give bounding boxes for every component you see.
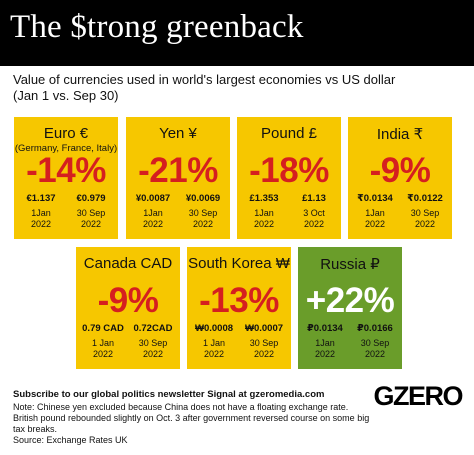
card-title: Canada CAD xyxy=(83,255,173,272)
card-end-date-day: 30 Sep xyxy=(249,338,279,348)
card-end-value: 0.72CAD xyxy=(133,323,173,334)
card-end-date-year: 2022 xyxy=(80,219,102,229)
card-change-percent: -18% xyxy=(249,151,329,190)
card-start-date: 1Jan 2022 xyxy=(127,208,179,230)
currency-card: India ₹ -9% ₹0.0134 ₹0.0122 1Jan 2022 30 Sep 20… xyxy=(348,117,452,239)
card-start-value: ₹0.0134 xyxy=(357,193,393,204)
subtitle-line-1: Value of currencies used in world's larg… xyxy=(13,72,396,87)
card-start-date-day: 1Jan xyxy=(254,208,274,218)
subtitle: Value of currencies used in world's larg… xyxy=(13,72,453,104)
page-title: The $trong greenback xyxy=(10,9,304,45)
card-end-date-year: 2022 xyxy=(414,219,436,229)
currency-card: Pound £ -18% £1.353 £1.13 1Jan 2022 3 Oct 2022 xyxy=(237,117,341,239)
note-china: Note: Chinese yen excluded because China… xyxy=(13,402,349,412)
card-change-percent: -13% xyxy=(199,281,279,320)
card-end-value: €0.979 xyxy=(76,193,106,204)
card-title: South Korea ₩ xyxy=(188,255,290,272)
gzero-logo: GZERO xyxy=(373,381,463,411)
currency-card: Yen ¥ -21% ¥0.0087 ¥0.0069 1Jan 2022 30 Sep 202… xyxy=(126,117,230,239)
card-end-date: 3 Oct 2022 xyxy=(288,208,340,230)
card-start-date: 1Jan 2022 xyxy=(238,208,290,230)
card-end-date: 30 Sep 2022 xyxy=(65,208,117,230)
card-end-date-year: 2022 xyxy=(364,349,386,359)
card-end-date-year: 2022 xyxy=(142,349,164,359)
card-change-percent: -14% xyxy=(26,151,106,190)
card-end-date-day: 30 Sep xyxy=(410,208,440,218)
card-start-date-year: 2022 xyxy=(203,349,225,359)
card-start-value: 0.79 CAD xyxy=(82,323,124,334)
card-start-date-year: 2022 xyxy=(314,349,336,359)
card-start-value: £1.353 xyxy=(249,193,279,204)
card-end-date-year: 2022 xyxy=(303,219,325,229)
card-end-date-day: 30 Sep xyxy=(188,208,218,218)
currency-card: Canada CAD -9% 0.79 CAD 0.72CAD 1 Jan 2022 30 … xyxy=(76,247,180,369)
card-start-date-year: 2022 xyxy=(30,219,52,229)
card-end-date-day: 30 Sep xyxy=(360,338,390,348)
card-start-date-year: 2022 xyxy=(142,219,164,229)
card-end-value: ¥0.0069 xyxy=(185,193,221,204)
card-start-date-day: 1Jan xyxy=(315,338,335,348)
card-start-date-day: 1Jan xyxy=(143,208,163,218)
card-end-date-year: 2022 xyxy=(192,219,214,229)
currency-card: Euro € (Germany, France, Italy) -14% €1.137… xyxy=(14,117,118,239)
card-change-percent: -21% xyxy=(138,151,218,190)
card-end-date: 30 Sep 2022 xyxy=(349,338,401,360)
card-start-date: 1 Jan 2022 xyxy=(77,338,129,360)
card-end-date-year: 2022 xyxy=(253,349,275,359)
card-start-value: ₩0.0008 xyxy=(194,323,234,334)
card-end-value: ₽0.0166 xyxy=(357,323,393,334)
card-end-date-day: 3 Oct xyxy=(303,208,325,218)
card-start-date-year: 2022 xyxy=(253,219,275,229)
card-title: Euro € xyxy=(43,125,89,142)
card-region: (Germany, France, Italy) xyxy=(14,143,118,154)
header-bar: The $trong greenback xyxy=(0,0,474,66)
card-start-date: 1Jan 2022 xyxy=(15,208,67,230)
card-end-date-day: 30 Sep xyxy=(138,338,168,348)
card-start-date-year: 2022 xyxy=(364,219,386,229)
card-start-date-day: 1Jan xyxy=(31,208,51,218)
currency-card: South Korea ₩ -13% ₩0.0008 ₩0.0007 1 Jan 2022… xyxy=(187,247,291,369)
newsletter-signup: Subscribe to our global politics newslet… xyxy=(13,389,325,400)
card-title: Russia ₽ xyxy=(320,256,380,273)
subtitle-line-2: (Jan 1 vs. Sep 30) xyxy=(13,88,119,103)
card-end-date: 30 Sep 2022 xyxy=(399,208,451,230)
card-start-date: 1Jan 2022 xyxy=(299,338,351,360)
card-end-value: ₩0.0007 xyxy=(244,323,284,334)
card-start-value: ¥0.0087 xyxy=(135,193,171,204)
card-start-date-day: 1 Jan xyxy=(202,338,226,348)
card-title: Yen ¥ xyxy=(159,125,197,142)
card-start-value: ₽0.0134 xyxy=(307,323,343,334)
card-title: Pound £ xyxy=(261,125,317,142)
card-end-value: £1.13 xyxy=(302,193,326,204)
card-end-value: ₹0.0122 xyxy=(407,193,443,204)
footer-notes: Note: Chinese yen excluded because China… xyxy=(13,402,383,446)
card-start-value: €1.137 xyxy=(26,193,56,204)
card-start-date-day: 1Jan xyxy=(365,208,385,218)
card-change-percent: -9% xyxy=(97,281,159,320)
card-change-percent: +22% xyxy=(305,281,395,320)
card-start-date-year: 2022 xyxy=(92,349,114,359)
card-end-date: 30 Sep 2022 xyxy=(127,338,179,360)
card-title: India ₹ xyxy=(376,126,424,143)
source: Source: Exchange Rates UK xyxy=(13,435,128,445)
card-end-date-day: 30 Sep xyxy=(76,208,106,218)
card-start-date: 1Jan 2022 xyxy=(349,208,401,230)
card-end-date: 30 Sep 2022 xyxy=(177,208,229,230)
card-change-percent: -9% xyxy=(369,151,431,190)
card-start-date-day: 1 Jan xyxy=(91,338,115,348)
card-start-date: 1 Jan 2022 xyxy=(188,338,240,360)
note-pound: British pound rebounded slightly on Oct.… xyxy=(13,413,370,434)
card-end-date: 30 Sep 2022 xyxy=(238,338,290,360)
currency-card: Russia ₽ +22% ₽0.0134 ₽0.0166 1Jan 2022 30 Sep… xyxy=(298,247,402,369)
